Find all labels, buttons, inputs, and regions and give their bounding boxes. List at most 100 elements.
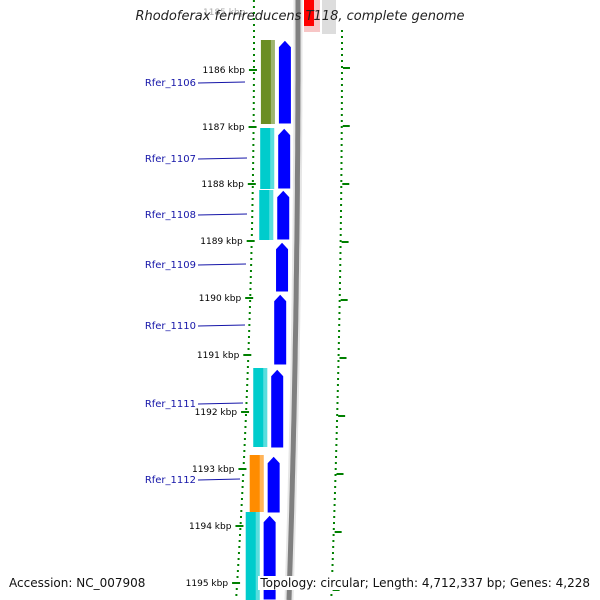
tick-mark — [245, 297, 254, 299]
gene-label-connector — [197, 263, 247, 266]
ruler-dot — [334, 468, 337, 470]
ruler-dot — [336, 396, 339, 398]
ruler-dot — [247, 336, 250, 338]
ruler-dot — [252, 114, 255, 116]
ruler-dot — [249, 300, 252, 302]
ruler-dot — [248, 306, 251, 308]
ruler-dot — [249, 294, 252, 296]
ruler-dot — [251, 186, 254, 188]
ruler-dot — [331, 570, 334, 572]
ruler-dot — [243, 456, 246, 458]
ruler-dot — [252, 108, 255, 110]
ruler-dot — [340, 102, 343, 104]
partial-feature-grey — [322, 0, 336, 34]
ruler-dot — [244, 414, 247, 416]
ruler-dot — [335, 438, 338, 440]
ruler-dot — [246, 384, 249, 386]
ruler-dot — [252, 18, 255, 20]
ruler-dot — [339, 234, 342, 236]
ruler-dot — [333, 504, 336, 506]
ruler-dot — [340, 198, 343, 200]
ruler-dot — [331, 552, 334, 554]
ruler-dot — [238, 540, 241, 542]
ruler-dot — [340, 90, 343, 92]
ruler-dot — [340, 132, 343, 134]
gene-feature-arrow — [277, 39, 292, 125]
ruler-dot — [252, 36, 255, 38]
ruler-dot — [251, 198, 254, 200]
ruler-dot — [250, 234, 253, 236]
tick-mark — [248, 126, 257, 128]
ruler-dot — [235, 588, 238, 590]
ruler-dot — [249, 288, 252, 290]
ruler-dot — [340, 144, 343, 146]
ruler-dot — [252, 30, 255, 32]
ruler-dot — [340, 162, 343, 164]
ruler-dot — [332, 528, 335, 530]
ruler-dot — [339, 264, 342, 266]
ruler-dot — [250, 252, 253, 254]
tick-label: 1190 kbp — [199, 294, 242, 304]
ruler-dot — [252, 162, 255, 164]
tick-mark — [338, 415, 346, 417]
ruler-dot — [249, 282, 252, 284]
ruler-dot — [248, 330, 251, 332]
ruler-dot — [240, 498, 243, 500]
ruler-dot — [331, 564, 334, 566]
gene-label: Rfer_1110 — [145, 321, 196, 332]
gene-label: Rfer_1111 — [145, 399, 196, 410]
ruler-dot — [337, 348, 340, 350]
gene-label: Rfer_1107 — [145, 154, 196, 165]
ruler-dot — [252, 48, 255, 50]
cog-segment — [253, 368, 268, 447]
ruler-dot — [339, 276, 342, 278]
ruler-dot — [340, 48, 343, 50]
cog-segment-highlight — [255, 512, 260, 600]
ruler-dot — [252, 90, 255, 92]
tick-mark — [340, 299, 348, 301]
ruler-dot — [249, 276, 252, 278]
tick-mark — [241, 411, 250, 413]
gene-feature-arrow — [273, 293, 288, 366]
ruler-dot — [333, 510, 336, 512]
ruler-dot — [247, 348, 250, 350]
ruler-dot — [339, 258, 342, 260]
tick-mark — [341, 241, 349, 243]
ruler-dot — [243, 444, 246, 446]
gene-label-connector — [197, 157, 248, 160]
ruler-dot — [247, 360, 250, 362]
gene-feature-arrow — [270, 368, 285, 449]
gene-feature-arrow — [266, 455, 281, 514]
ruler-dot — [251, 174, 254, 176]
ruler-dot — [338, 300, 341, 302]
ruler-dot — [252, 66, 255, 68]
ruler-dot — [251, 204, 254, 206]
ruler-dot — [337, 342, 340, 344]
ruler-dot — [331, 558, 334, 560]
partial-feature — [304, 0, 314, 26]
ruler-dot — [339, 222, 342, 224]
ruler-dot — [239, 522, 242, 524]
gene-label-connector — [197, 402, 244, 405]
ruler-dot — [242, 474, 245, 476]
ruler-dot — [246, 378, 249, 380]
ruler-dot — [237, 552, 240, 554]
tick-mark — [342, 67, 350, 69]
genome-summary: Topology: circular; Length: 4,712,337 bp… — [258, 576, 592, 590]
ruler-dot — [336, 384, 339, 386]
ruler-dot — [338, 294, 341, 296]
cog-segment — [259, 190, 274, 240]
gene-label-connector — [197, 478, 241, 481]
cog-segment-highlight — [259, 455, 264, 512]
ruler-dot — [250, 246, 253, 248]
ruler-dot — [244, 432, 247, 434]
tick-label: 1192 kbp — [195, 408, 238, 418]
ruler-dot — [244, 420, 247, 422]
gene-label-connector — [197, 213, 248, 216]
gene-feature-arrow — [275, 241, 290, 293]
ruler-dot — [245, 402, 248, 404]
ruler-dot — [340, 96, 343, 98]
cog-segment — [245, 512, 260, 600]
ruler-dot — [339, 252, 342, 254]
